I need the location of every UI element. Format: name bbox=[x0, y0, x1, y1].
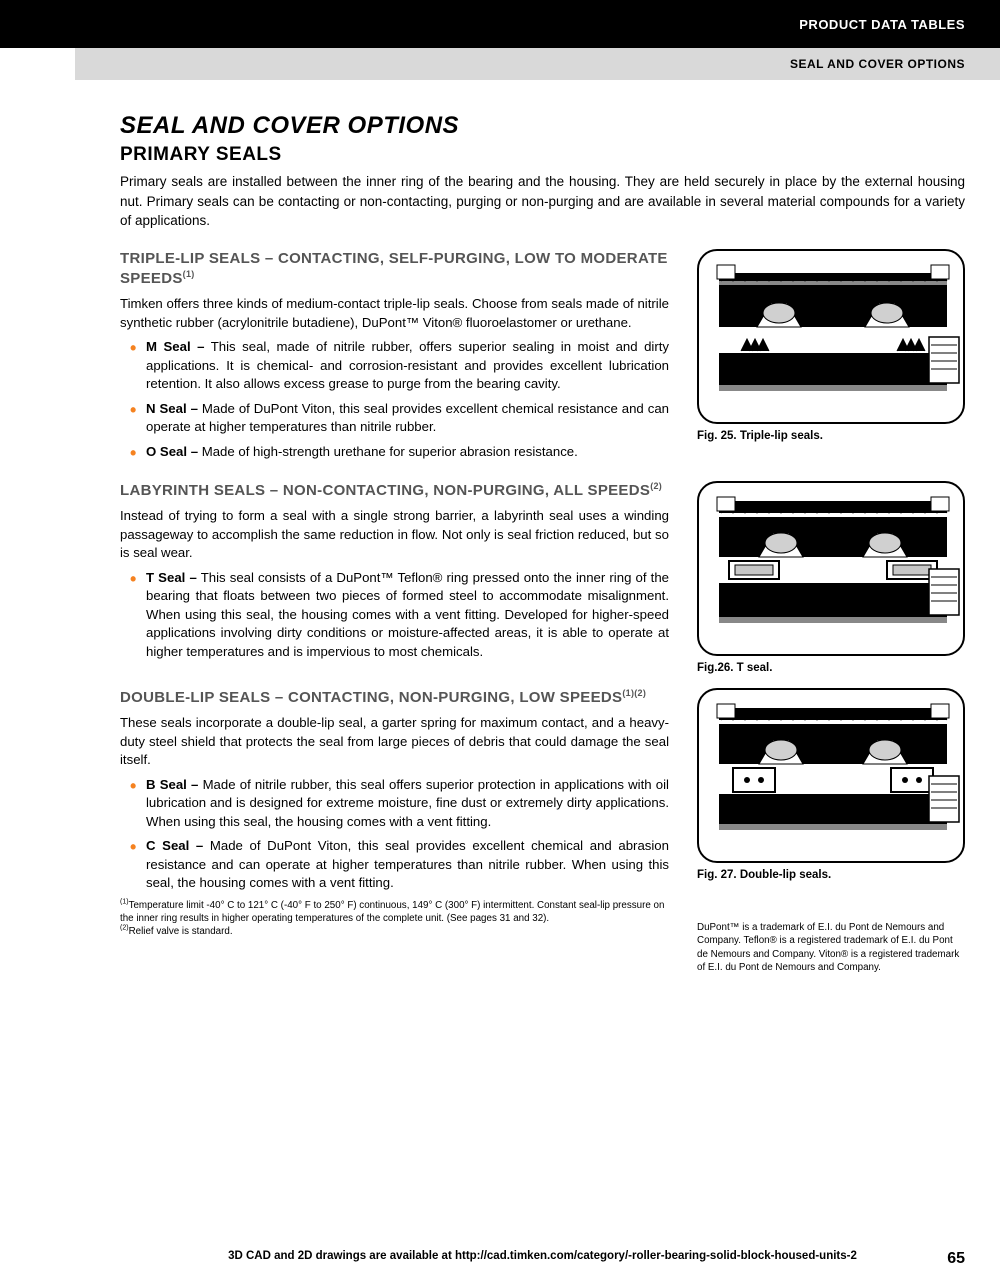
header-black-text: PRODUCT DATA TABLES bbox=[799, 17, 965, 32]
labyrinth-body: Instead of trying to form a seal with a … bbox=[120, 507, 669, 562]
footnotes: (1)Temperature limit -40° C to 121° C (-… bbox=[120, 899, 669, 939]
list-item: M Seal – This seal, made of nitrile rubb… bbox=[134, 338, 669, 393]
labyrinth-heading: LABYRINTH SEALS – NON-CONTACTING, NON-PU… bbox=[120, 481, 669, 501]
footer-text: 3D CAD and 2D drawings are available at … bbox=[228, 1250, 857, 1262]
fig-27-diagram bbox=[697, 688, 965, 863]
double-body: These seals incorporate a double-lip sea… bbox=[120, 714, 669, 769]
main-title: SEAL AND COVER OPTIONS bbox=[120, 112, 965, 140]
double-left: DOUBLE-LIP SEALS – CONTACTING, NON-PURGI… bbox=[120, 688, 669, 974]
labyrinth-right: Fig.26. T seal. bbox=[697, 481, 965, 674]
triple-body: Timken offers three kinds of medium-cont… bbox=[120, 295, 669, 332]
fig-26-caption: Fig.26. T seal. bbox=[697, 662, 965, 674]
page-content: SEAL AND COVER OPTIONS PRIMARY SEALS Pri… bbox=[0, 80, 1000, 974]
double-right: Fig. 27. Double-lip seals. DuPont™ is a … bbox=[697, 688, 965, 974]
double-heading: DOUBLE-LIP SEALS – CONTACTING, NON-PURGI… bbox=[120, 688, 669, 708]
labyrinth-list: T Seal – This seal consists of a DuPont™… bbox=[120, 569, 669, 661]
fig-25-caption: Fig. 25. Triple-lip seals. bbox=[697, 430, 965, 442]
fig-26-diagram bbox=[697, 481, 965, 656]
triple-right: Fig. 25. Triple-lip seals. bbox=[697, 249, 965, 467]
header-gray-bar: SEAL AND COVER OPTIONS bbox=[75, 48, 1000, 80]
fig-27-caption: Fig. 27. Double-lip seals. bbox=[697, 869, 965, 881]
section-double: DOUBLE-LIP SEALS – CONTACTING, NON-PURGI… bbox=[120, 688, 965, 974]
header-black-bar: PRODUCT DATA TABLES bbox=[0, 0, 1000, 48]
page-number: 65 bbox=[947, 1250, 965, 1268]
list-item: O Seal – Made of high-strength urethane … bbox=[134, 443, 669, 461]
list-item: C Seal – Made of DuPont Viton, this seal… bbox=[134, 837, 669, 892]
fig-25-diagram bbox=[697, 249, 965, 424]
list-item: T Seal – This seal consists of a DuPont™… bbox=[134, 569, 669, 661]
trademark-note: DuPont™ is a trademark of E.I. du Pont d… bbox=[697, 921, 965, 974]
section-triple: TRIPLE-LIP SEALS – CONTACTING, SELF-PURG… bbox=[120, 249, 965, 467]
triple-left: TRIPLE-LIP SEALS – CONTACTING, SELF-PURG… bbox=[120, 249, 669, 467]
section-labyrinth: LABYRINTH SEALS – NON-CONTACTING, NON-PU… bbox=[120, 481, 965, 674]
page-footer: 3D CAD and 2D drawings are available at … bbox=[120, 1250, 965, 1262]
header-gray-text: SEAL AND COVER OPTIONS bbox=[790, 57, 965, 71]
intro-paragraph: Primary seals are installed between the … bbox=[120, 172, 965, 231]
triple-list: M Seal – This seal, made of nitrile rubb… bbox=[120, 338, 669, 461]
list-item: N Seal – Made of DuPont Viton, this seal… bbox=[134, 400, 669, 437]
sub-title: PRIMARY SEALS bbox=[120, 144, 965, 166]
labyrinth-left: LABYRINTH SEALS – NON-CONTACTING, NON-PU… bbox=[120, 481, 669, 674]
double-list: B Seal – Made of nitrile rubber, this se… bbox=[120, 776, 669, 893]
triple-heading: TRIPLE-LIP SEALS – CONTACTING, SELF-PURG… bbox=[120, 249, 669, 290]
list-item: B Seal – Made of nitrile rubber, this se… bbox=[134, 776, 669, 831]
